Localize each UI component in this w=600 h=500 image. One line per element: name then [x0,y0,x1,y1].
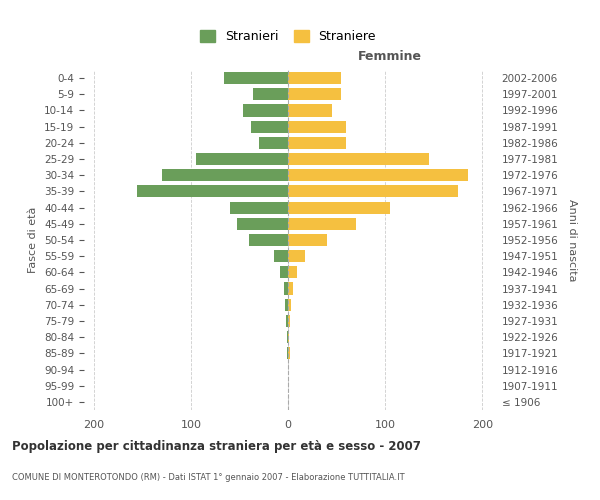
Bar [224,72,288,84]
Bar [288,72,341,84]
Bar [288,250,305,262]
Bar [259,137,288,149]
Bar [288,298,291,311]
Bar [288,169,468,181]
Bar [288,348,290,360]
Y-axis label: Anni di nascita: Anni di nascita [567,198,577,281]
Bar [288,282,293,294]
Bar [288,186,458,198]
Bar [196,153,288,165]
Text: COMUNE DI MONTEROTONDO (RM) - Dati ISTAT 1° gennaio 2007 - Elaborazione TUTTITAL: COMUNE DI MONTEROTONDO (RM) - Dati ISTAT… [12,473,404,482]
Bar [288,218,356,230]
Bar [249,234,288,246]
Bar [288,120,346,132]
Text: Femmine: Femmine [358,50,422,63]
Bar [288,315,290,327]
Bar [274,250,288,262]
Bar [230,202,288,213]
Bar [253,88,288,101]
Y-axis label: Fasce di età: Fasce di età [28,207,38,273]
Bar [137,186,288,198]
Bar [285,298,288,311]
Bar [284,282,288,294]
Bar [288,153,429,165]
Bar [288,331,289,343]
Bar [287,331,288,343]
Bar [288,104,332,117]
Bar [288,137,346,149]
Bar [288,266,297,278]
Legend: Stranieri, Straniere: Stranieri, Straniere [195,25,381,48]
Bar [236,218,288,230]
Bar [288,234,327,246]
Text: Popolazione per cittadinanza straniera per età e sesso - 2007: Popolazione per cittadinanza straniera p… [12,440,421,453]
Bar [251,120,288,132]
Bar [288,88,341,101]
Bar [287,348,288,360]
Bar [244,104,288,117]
Bar [288,202,390,213]
Bar [280,266,288,278]
Bar [286,315,288,327]
Bar [162,169,288,181]
